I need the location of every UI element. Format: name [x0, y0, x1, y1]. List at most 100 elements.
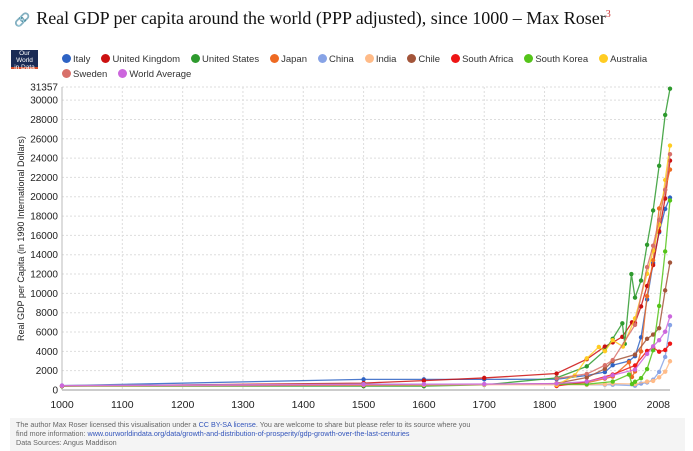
- x-tick-label: 1400: [292, 399, 316, 411]
- y-tick-label: 26000: [30, 134, 58, 145]
- y-tick-label: 0: [52, 386, 58, 397]
- data-point: [482, 375, 487, 381]
- data-point: [667, 143, 673, 148]
- legend-label: China: [328, 54, 354, 65]
- source-link[interactable]: www.ourworldindata.org/data/growth-and-d…: [87, 429, 410, 438]
- x-tick-label: 1800: [533, 399, 557, 411]
- legend-item[interactable]: South Africa: [451, 54, 513, 69]
- y-tick-label: 12000: [30, 270, 58, 281]
- data-point: [584, 356, 589, 361]
- data-point: [361, 377, 366, 382]
- legend-item[interactable]: Australia: [599, 54, 647, 69]
- data-point: [620, 321, 625, 326]
- legend-item[interactable]: Italy: [62, 54, 90, 69]
- legend-dot-icon: [270, 54, 280, 63]
- link-icon[interactable]: 🔗: [14, 12, 31, 27]
- data-point: [662, 329, 668, 334]
- data-point: [554, 381, 559, 386]
- legend-dot-icon: [451, 54, 461, 63]
- data-point: [667, 86, 673, 91]
- data-point: [656, 349, 662, 354]
- data-point: [638, 349, 644, 354]
- legend-item[interactable]: China: [317, 54, 354, 69]
- data-point: [421, 378, 427, 383]
- data-point: [602, 375, 608, 381]
- data-point: [650, 258, 656, 263]
- data-point: [656, 206, 662, 211]
- x-tick-label: 1200: [171, 399, 195, 411]
- legend-label: Japan: [281, 54, 307, 65]
- legend-label: Sweden: [73, 69, 108, 80]
- data-point: [638, 278, 644, 283]
- legend-dot-icon: [599, 54, 609, 63]
- legend-label: Italy: [73, 54, 91, 65]
- y-tick-label: 10000: [30, 289, 58, 300]
- legend-label: Australia: [610, 54, 648, 65]
- data-point: [602, 349, 608, 354]
- legend-item[interactable]: South Korea: [524, 54, 588, 69]
- data-point: [662, 354, 668, 360]
- data-point: [638, 304, 644, 309]
- data-point: [644, 351, 650, 357]
- legend-dot-icon: [191, 54, 201, 63]
- license-link[interactable]: CC BY-SA license: [198, 420, 256, 429]
- y-tick-label: 20000: [30, 192, 58, 203]
- data-point: [650, 344, 656, 349]
- footer-text: The author Max Roser licensed this visua…: [16, 420, 199, 429]
- legend-dot-icon: [364, 54, 374, 63]
- data-point: [662, 369, 668, 374]
- data-point: [644, 379, 650, 384]
- chart: 0 2000 4000 6000 8000 10000 12000 14000 16000 180…: [16, 83, 673, 411]
- data-point: [662, 347, 668, 353]
- footer-text: find more information:: [16, 429, 88, 438]
- data-point: [632, 295, 638, 300]
- series-line-chile: [556, 262, 671, 384]
- data-point: [602, 369, 608, 375]
- y-tick-label: 28000: [30, 115, 58, 126]
- legend-item[interactable]: India: [364, 54, 396, 69]
- legend-label: South Korea: [535, 54, 589, 65]
- legend: Italy United Kingdom United States Japan Chi…: [62, 54, 662, 84]
- y-tick-label: 6000: [36, 328, 59, 339]
- legend-item[interactable]: United Kingdom: [101, 54, 180, 69]
- legend-dot-icon: [317, 54, 327, 63]
- legend-item[interactable]: Japan: [270, 54, 307, 69]
- data-point: [650, 208, 656, 213]
- data-point: [610, 337, 615, 343]
- x-tick-label: 1600: [412, 399, 436, 411]
- data-sources: Data Sources: Angus Maddison: [16, 438, 117, 447]
- legend-item[interactable]: Chile: [407, 54, 440, 69]
- legend-dot-icon: [407, 54, 417, 63]
- x-tick-label: 1500: [352, 399, 376, 411]
- x-tick-label: 1100: [111, 399, 134, 411]
- data-point: [626, 360, 632, 365]
- data-point: [632, 379, 638, 384]
- footer: The author Max Roser licensed this visua…: [10, 418, 685, 451]
- data-point: [644, 293, 650, 299]
- data-point: [667, 322, 673, 328]
- footnote-marker[interactable]: 3: [605, 9, 611, 20]
- legend-label: South Africa: [462, 54, 514, 65]
- data-point: [644, 366, 650, 372]
- series-line-south-korea: [556, 200, 671, 386]
- data-point: [662, 187, 668, 193]
- owid-logo[interactable]: Our World in Data: [11, 50, 38, 71]
- legend-dot-icon: [62, 69, 71, 78]
- data-point: [656, 338, 662, 343]
- data-point: [656, 375, 662, 380]
- data-point: [632, 322, 638, 328]
- data-point: [656, 163, 662, 169]
- data-point: [596, 344, 602, 350]
- x-tick-label: 1700: [473, 399, 497, 411]
- data-point: [662, 112, 668, 118]
- series-line-japan: [61, 169, 671, 387]
- data-point: [667, 260, 673, 265]
- data-point: [584, 379, 589, 384]
- legend-item[interactable]: United States: [191, 54, 259, 69]
- y-tick-label: 18000: [30, 212, 58, 223]
- legend-label: Chile: [418, 54, 441, 65]
- legend-item[interactable]: Sweden: [62, 69, 107, 84]
- legend-item[interactable]: World Average: [118, 69, 191, 84]
- page-title: 🔗 Real GDP per capita around the world (P…: [14, 4, 684, 31]
- y-tick-label: 31357: [30, 83, 58, 94]
